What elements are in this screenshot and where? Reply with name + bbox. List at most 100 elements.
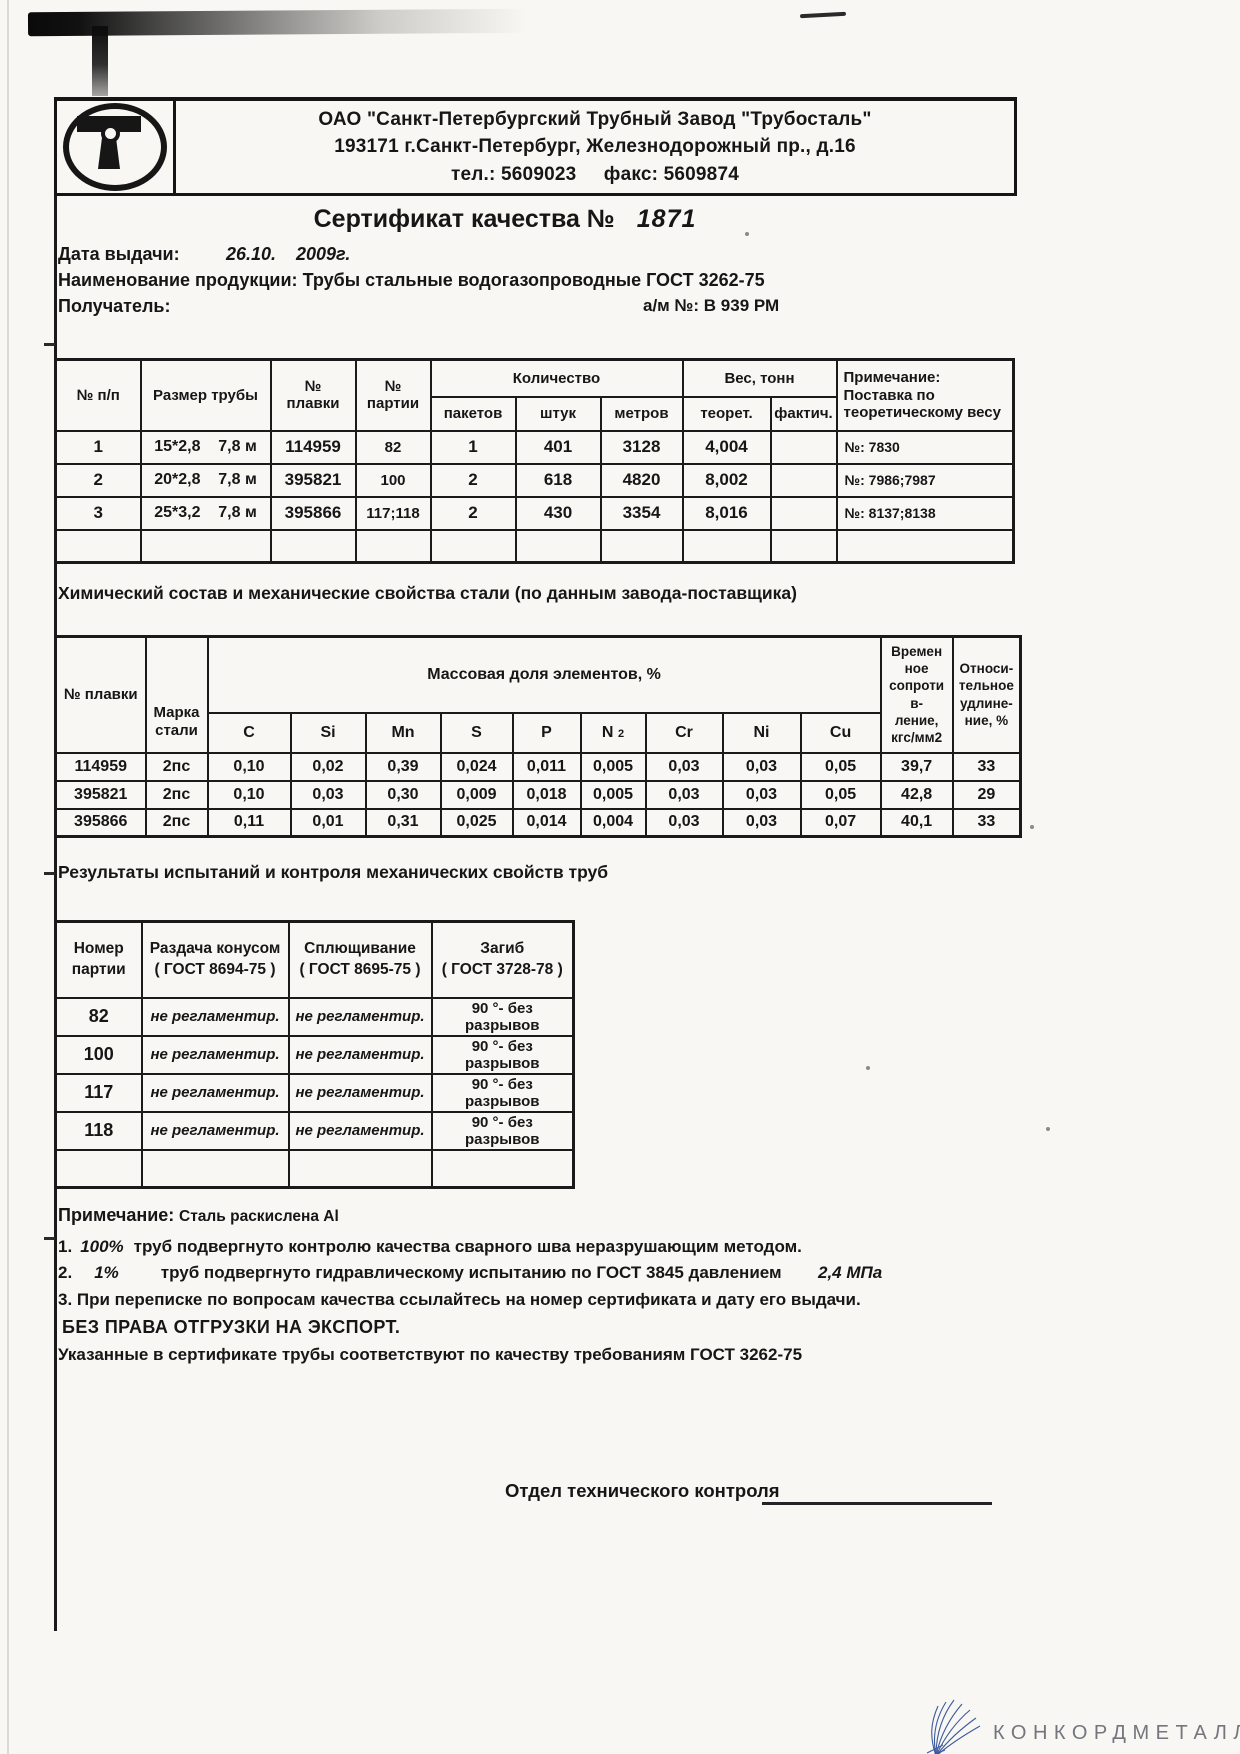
table-cell: 2пс <box>144 751 209 782</box>
col-header-element-si: Si <box>289 711 367 754</box>
table-cell: 0,005 <box>579 779 647 810</box>
table-cell: 0,03 <box>721 779 802 810</box>
col-header-element-n2: N 2 <box>579 711 647 754</box>
table-cell: 33 <box>951 807 1022 838</box>
col-header-weight: Вес, тонн <box>681 358 838 398</box>
table-cell: 0,10 <box>206 779 292 810</box>
table-cell: 39,7 <box>879 751 954 782</box>
receiver-line: Получатель: а/м №: В 939 РМ <box>58 296 779 317</box>
table-cell <box>769 429 838 465</box>
table-row: 2 20*2,8 7,8 м 395821 100 2 618 4820 8,002 №: 79… <box>54 462 1015 498</box>
scan-artifact-left-edge <box>7 0 9 1754</box>
table-cell: 0,014 <box>511 807 582 838</box>
chemistry-section-title: Химический состав и механические свойств… <box>58 583 797 603</box>
table-cell: 117 <box>54 1072 143 1113</box>
col-header-element-cr: Cr <box>644 711 724 754</box>
table-cell: 114959 <box>269 429 357 465</box>
receiver-label: Получатель: <box>58 296 171 316</box>
table-cell: 2 <box>429 495 517 531</box>
note-3: 3. При переписке по вопросам качества сс… <box>58 1290 861 1309</box>
table-cell: 8,002 <box>681 462 772 498</box>
table-cell: 0,11 <box>206 807 292 838</box>
table-cell: 25*3,2 7,8 м <box>139 495 272 531</box>
table-row: 117 не регламентир. не регламентир. 90 °- б… <box>54 1072 575 1113</box>
table-cell: 3128 <box>599 429 684 465</box>
table-cell <box>54 1148 143 1189</box>
table-cell: не регламентир. <box>140 1034 290 1075</box>
table-cell <box>599 528 684 564</box>
note-2-percent: 1% <box>94 1263 119 1282</box>
shipment-table: № п/п Размер трубы № плавки № партии Кол… <box>54 358 1015 564</box>
table-cell: 90 °- без разрывов <box>430 1072 575 1113</box>
table-cell: 395821 <box>54 779 147 810</box>
table-cell: 3 <box>54 495 142 531</box>
table-cell: 1 <box>429 429 517 465</box>
scan-artifact-tick <box>44 343 55 346</box>
table-cell: не регламентир. <box>287 996 433 1037</box>
col-header-melt-number: № плавки <box>269 358 357 432</box>
table-cell: 0,03 <box>721 807 802 838</box>
table-cell <box>54 528 142 564</box>
table-cell: 0,39 <box>364 751 442 782</box>
note-no-export: БЕЗ ПРАВА ОТГРУЗКИ НА ЭКСПОРТ. <box>62 1317 401 1337</box>
col-header-element-cu: Cu <box>799 711 882 754</box>
scan-artifact-speck <box>1030 825 1034 829</box>
table-cell: 1 <box>54 429 142 465</box>
table-cell: 118 <box>54 1110 143 1151</box>
note-1-number: 1. <box>58 1237 73 1256</box>
certificate-number: 1871 <box>636 205 697 233</box>
issue-date-year: 2009г. <box>296 244 351 264</box>
table-row: 82 не регламентир. не регламентир. 90 °- бе… <box>54 996 575 1037</box>
chemistry-table-body: 114959 2пс 0,10 0,02 0,39 0,024 0,011 0,005 0,03… <box>54 751 1022 838</box>
table-cell: 2пс <box>144 807 209 838</box>
table-cell: 42,8 <box>879 779 954 810</box>
table-cell: 29 <box>951 779 1022 810</box>
table-cell: 100 <box>354 462 432 498</box>
product-label: Наименование продукции: <box>58 270 298 290</box>
table-cell: 0,30 <box>364 779 442 810</box>
tests-section-title: Результаты испытаний и контроля механиче… <box>58 862 609 882</box>
note-2-pressure: 2,4 МПа <box>818 1263 883 1282</box>
col-header-packs: пакетов <box>429 395 517 432</box>
table-cell <box>835 528 1015 564</box>
quality-control-dept-label: Отдел технического контроля <box>505 1480 780 1501</box>
note-2-text: труб подвергнуто гидравлическому испытан… <box>160 1263 782 1282</box>
table-cell: 4820 <box>599 462 684 498</box>
col-header-element-s: S <box>439 711 514 754</box>
table-cell: не регламентир. <box>287 1034 433 1075</box>
table-cell <box>769 528 838 564</box>
table-cell: №: 7986;7987 <box>835 462 1015 498</box>
table-cell: 0,05 <box>799 779 882 810</box>
document-left-border <box>54 97 57 1631</box>
table-cell: 33 <box>951 751 1022 782</box>
col-header-batch-number: № партии <box>354 358 432 432</box>
chemistry-table: № плавки Марка стали Массовая доля элеме… <box>54 635 1023 838</box>
table-cell: не регламентир. <box>140 1110 290 1151</box>
table-cell: 395821 <box>269 462 357 498</box>
note-steel-text: Сталь раскислена Al <box>179 1208 339 1225</box>
col-header-element-c: C <box>206 711 292 754</box>
table-row: 395866 2пс 0,11 0,01 0,31 0,025 0,014 0,004 0,03… <box>54 807 1022 838</box>
table-cell: 0,03 <box>644 807 724 838</box>
vehicle-number: а/м №: В 939 РМ <box>643 296 780 315</box>
table-cell: 0,10 <box>206 751 292 782</box>
shipment-table-body: 1 15*2,8 7,8 м 114959 82 1 401 3128 4,004 №: 783… <box>54 429 1015 564</box>
col-header-element-p: P <box>511 711 582 754</box>
scan-artifact-corner-streak <box>92 26 108 96</box>
signature-line <box>762 1481 992 1505</box>
col-header-note: Примечание: Поставка по теоретическому в… <box>835 358 1015 432</box>
table-cell: 401 <box>514 429 602 465</box>
table-cell: 90 °- без разрывов <box>430 1034 575 1075</box>
element-n: N <box>601 723 614 741</box>
note-2: 2. 1% труб подвергнуто гидравлическому исп… <box>58 1263 882 1283</box>
col-header-pieces: штук <box>514 395 602 432</box>
table-row: 100 не регламентир. не регламентир. 90 °- б… <box>54 1034 575 1075</box>
col-header-melt-number: № плавки <box>54 635 147 754</box>
table-cell: 618 <box>514 462 602 498</box>
note-compliance: Указанные в сертификате трубы соответств… <box>58 1345 803 1364</box>
table-cell <box>769 462 838 498</box>
issue-date-label: Дата выдачи: <box>58 244 180 264</box>
table-cell: 82 <box>354 429 432 465</box>
tt-logo-ring <box>101 124 120 143</box>
